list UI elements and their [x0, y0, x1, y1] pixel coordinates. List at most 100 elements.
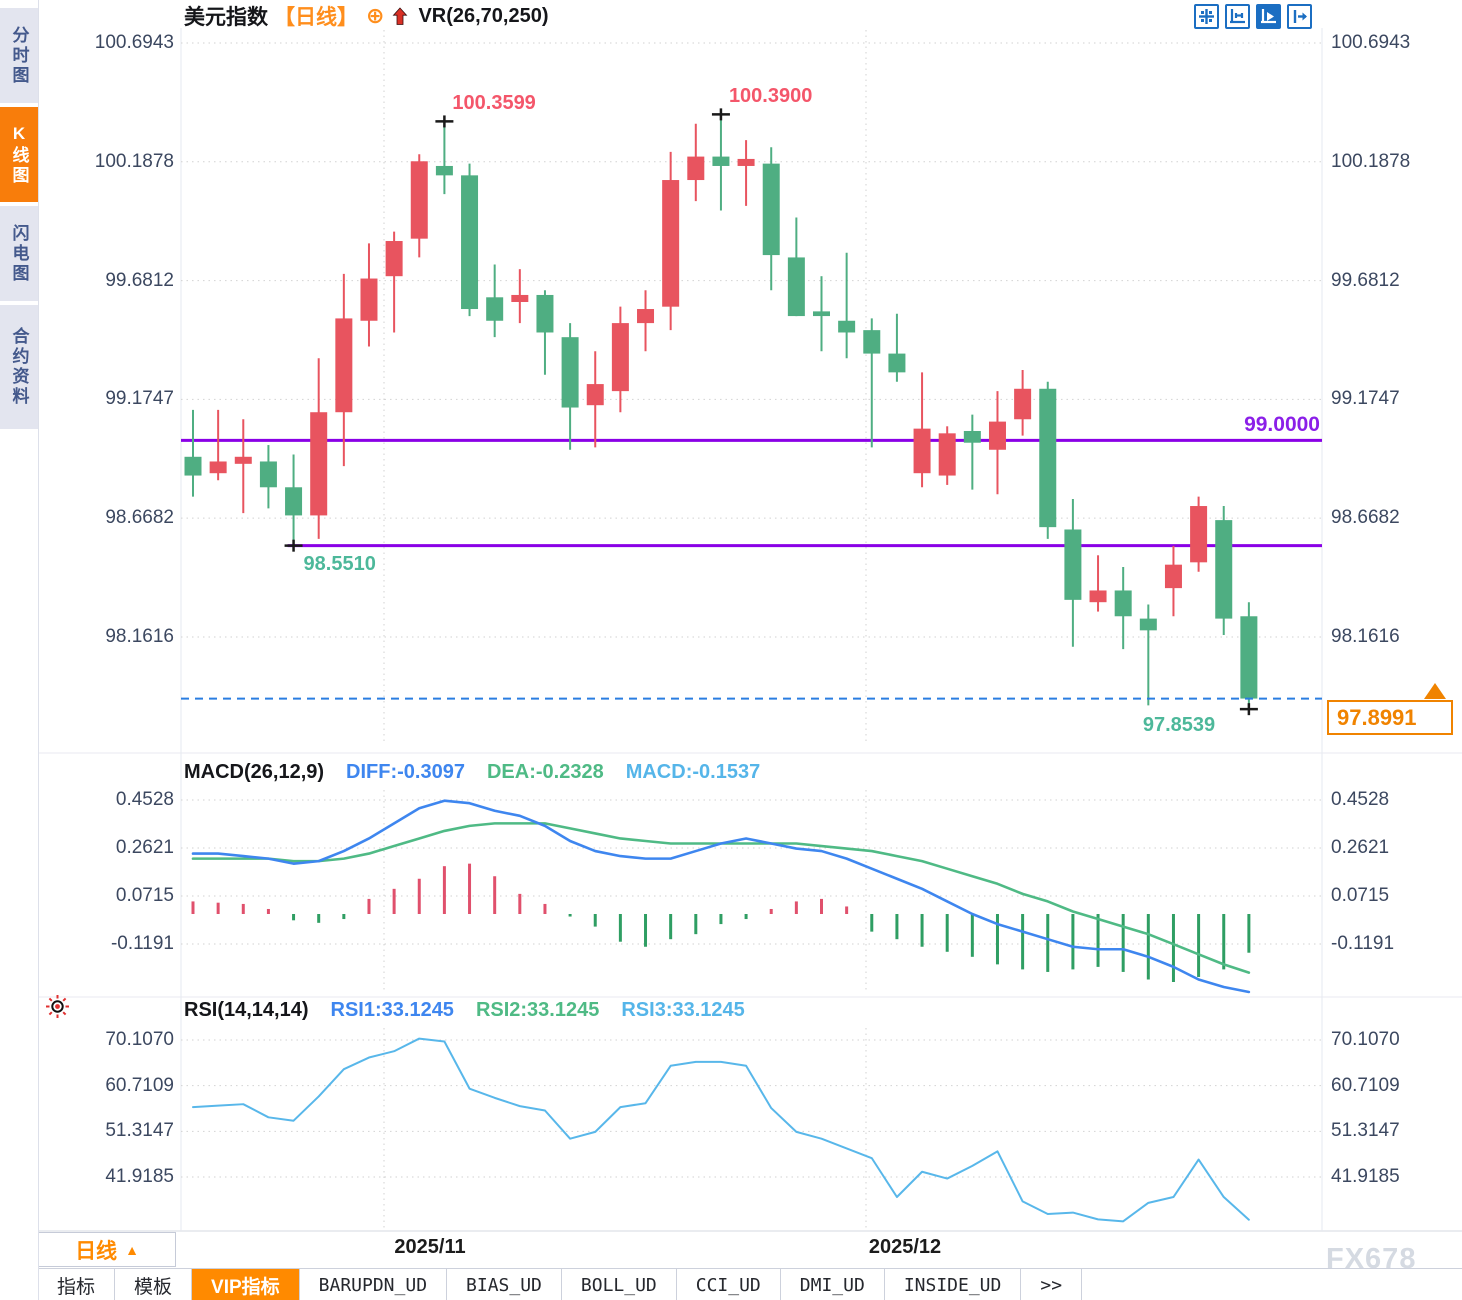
- price-annotation: 98.5510: [303, 552, 376, 575]
- bottom-tab-BOLL_UD[interactable]: BOLL_UD: [562, 1269, 677, 1300]
- candle-body: [310, 412, 328, 516]
- y-tick-label: 41.9185: [105, 1166, 174, 1187]
- candle-body: [888, 353, 906, 373]
- x-axis-label-nov: 2025/11: [394, 1236, 466, 1258]
- y-tick-label: -0.1191: [110, 933, 174, 954]
- y-tick-label: 100.1878: [1331, 150, 1411, 172]
- candle-body: [586, 384, 604, 406]
- bottom-tab->>[interactable]: >>: [1021, 1269, 1083, 1300]
- bottom-tab-BIAS_UD[interactable]: BIAS_UD: [447, 1269, 562, 1300]
- candle-body: [1064, 529, 1082, 600]
- y-tick-label: 98.6682: [105, 507, 174, 529]
- period-selector-label: 日线: [75, 1239, 118, 1263]
- candle-body: [787, 257, 805, 317]
- candle-body: [385, 241, 403, 277]
- y-tick-label: -0.1191: [1331, 933, 1395, 954]
- overlay-indicator-label[interactable]: VR(26,70,250): [418, 4, 549, 27]
- y-tick-label: 98.1616: [105, 626, 174, 647]
- y-tick-label: 60.7109: [1331, 1074, 1400, 1096]
- bottom-tab-INSIDE_UD[interactable]: INSIDE_UD: [885, 1269, 1022, 1300]
- rsi3-value: RSI3:33.1245: [621, 999, 745, 1021]
- candle-body: [712, 156, 730, 166]
- axis-zoom-icon[interactable]: [1225, 4, 1250, 29]
- candle-body: [461, 175, 479, 310]
- candle-body: [762, 163, 780, 256]
- candle-body: [285, 487, 303, 516]
- candle-body: [913, 428, 931, 474]
- rsi1-value: RSI1:33.1245: [330, 999, 454, 1021]
- macd-dea-line: [191, 822, 1251, 974]
- y-tick-label: 100.6943: [94, 32, 174, 53]
- candle-body: [813, 311, 830, 317]
- candle-body: [536, 294, 554, 333]
- bottom-tab-bar: 指标 模板 VIP指标 BARUPDN_UD BIAS_UD BOLL_UD CCI_UD D…: [38, 1268, 1462, 1300]
- sidebar-tab-分时图[interactable]: 分时图: [0, 8, 38, 103]
- support-line-label: 99.0000: [1244, 413, 1320, 436]
- y-tick-label: 0.2621: [115, 837, 174, 859]
- candle-body: [1139, 618, 1157, 631]
- bottom-tab-模板[interactable]: 模板: [115, 1269, 193, 1300]
- candle-body: [1190, 506, 1208, 563]
- sidebar-tab-K线图[interactable]: K线图: [0, 107, 38, 202]
- y-tick-label: 0.2621: [1331, 837, 1390, 859]
- candle-body: [1114, 590, 1132, 617]
- y-tick-label: 0.0715: [1331, 885, 1390, 906]
- x-axis-label-dec: 2025/12: [868, 1236, 942, 1258]
- candle-body: [737, 158, 755, 166]
- period-selector[interactable]: 日线 ▲: [38, 1232, 176, 1267]
- candle-body: [410, 161, 428, 239]
- candle-body: [637, 309, 655, 324]
- rsi-name-label[interactable]: RSI(14,14,14): [184, 999, 309, 1021]
- indicator-settings-icon[interactable]: [44, 993, 71, 1025]
- y-tick-label: 100.1878: [94, 150, 174, 172]
- axis-play-icon[interactable]: [1256, 4, 1281, 29]
- macd-macd-value: MACD:-0.1537: [625, 761, 761, 783]
- candle-body: [611, 323, 629, 392]
- candle-body: [561, 337, 579, 408]
- rsi-panel-header: RSI(14,14,14) RSI1:33.1245 RSI2:33.1245 …: [184, 999, 745, 1022]
- sidebar-tab-闪电图[interactable]: 闪电图: [0, 206, 38, 301]
- candle-body: [335, 318, 353, 413]
- candle-body: [1039, 388, 1057, 528]
- macd-dea-value: DEA:-0.2328: [486, 761, 604, 783]
- sidebar-tab-合约资料[interactable]: 合约资料: [0, 305, 38, 429]
- candle-body: [938, 433, 956, 476]
- macd-name-label[interactable]: MACD(26,12,9): [184, 761, 325, 783]
- y-tick-label: 70.1070: [105, 1029, 174, 1050]
- pan-right-icon[interactable]: [1287, 4, 1312, 29]
- left-sidebar: 分时图 K线图闪电图合约资料: [0, 0, 39, 1300]
- candle-body: [863, 330, 881, 354]
- period-up-arrow-icon: ▲: [125, 1241, 139, 1258]
- bottom-tab-指标[interactable]: 指标: [38, 1269, 116, 1300]
- y-tick-label: 98.1616: [1331, 626, 1400, 647]
- candle-body: [1215, 520, 1233, 619]
- bottom-tab-BARUPDN_UD[interactable]: BARUPDN_UD: [300, 1269, 448, 1300]
- bottom-tab-VIP指标[interactable]: VIP指标: [192, 1269, 300, 1300]
- y-tick-label: 60.7109: [105, 1074, 174, 1096]
- crosshair-move-icon[interactable]: [1194, 4, 1219, 29]
- y-tick-label: 100.6943: [1331, 32, 1411, 53]
- y-tick-label: 0.4528: [115, 789, 174, 810]
- y-tick-label: 99.1747: [105, 388, 174, 410]
- bottom-tab-DMI_UD[interactable]: DMI_UD: [781, 1269, 885, 1300]
- y-tick-label: 99.6812: [105, 269, 174, 291]
- current-price-tag: 97.8991: [1327, 700, 1453, 735]
- period-tag[interactable]: 【日线】: [274, 6, 358, 29]
- candle-body: [435, 165, 453, 176]
- candle-body: [184, 456, 202, 476]
- candle-body: [360, 278, 378, 321]
- candle-body: [687, 156, 705, 181]
- price-annotation: 97.8539: [1142, 714, 1216, 737]
- y-tick-label: 99.1747: [1331, 388, 1400, 410]
- candle-body: [209, 461, 227, 474]
- price-annotation: 100.3900: [728, 85, 813, 108]
- y-tick-label: 41.9185: [1331, 1166, 1400, 1187]
- price-up-arrow-icon: [1424, 683, 1446, 699]
- add-indicator-icon[interactable]: ⊕: [366, 3, 385, 28]
- candle-body: [486, 297, 504, 321]
- bottom-tab-CCI_UD[interactable]: CCI_UD: [677, 1269, 781, 1300]
- y-tick-label: 0.0715: [115, 885, 174, 906]
- y-tick-label: 51.3147: [105, 1120, 174, 1142]
